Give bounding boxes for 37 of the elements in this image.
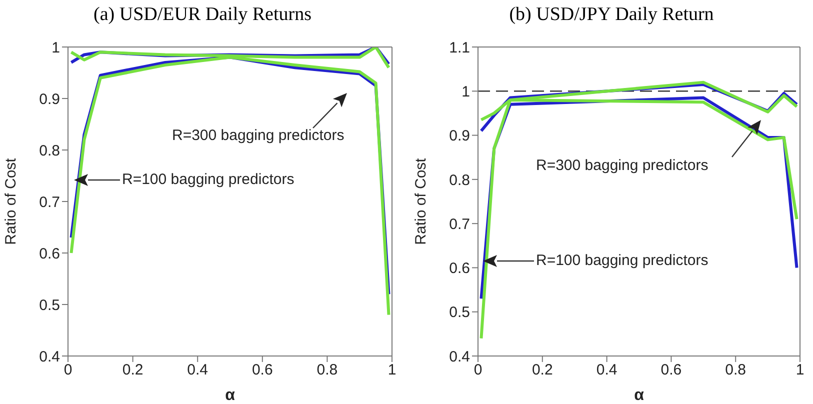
y-tick-label: 0.8 [39, 142, 60, 160]
y-axis-title: Ratio of Cost [2, 157, 20, 245]
y-tick-label: 0.5 [449, 304, 470, 322]
x-axis-title: α [634, 387, 644, 404]
y-tick-label: 1 [52, 39, 60, 56]
chart-title: (a) USD/EUR Daily Returns [92, 4, 312, 26]
x-tick-label: 0.2 [122, 362, 144, 379]
x-tick-label: 0 [64, 362, 72, 379]
y-tick-label: 0.4 [449, 348, 470, 366]
y-tick-label: 0.9 [449, 128, 470, 145]
y-tick-label: 0.9 [39, 90, 60, 108]
annotation: R=100 bagging predictors [122, 171, 294, 188]
chart-title: (b) USD/JPY Daily Return [508, 4, 715, 26]
y-tick-label: 0.7 [39, 194, 60, 211]
y-tick-label: 1 [462, 83, 470, 100]
y-tick-label: 0.6 [39, 245, 60, 262]
x-tick-label: 0.6 [252, 362, 273, 379]
x-tick-label: 0.4 [596, 362, 618, 379]
x-tick-label: 0.2 [532, 362, 553, 379]
y-tick-label: 0.8 [449, 172, 470, 189]
annotation: R=300 bagging predictors [172, 127, 344, 144]
x-tick-label: 1 [796, 362, 804, 379]
x-tick-label: 0.8 [316, 362, 338, 379]
x-tick-label: 0.6 [660, 362, 682, 379]
y-tick-label: 0.5 [39, 296, 60, 314]
y-tick-label: 1.1 [449, 39, 470, 56]
x-tick-label: 0.8 [725, 362, 746, 379]
y-axis-title: Ratio of Cost [412, 157, 430, 245]
x-tick-label: 0.4 [187, 362, 208, 379]
x-tick-label: 1 [388, 362, 396, 379]
y-tick-label: 0.6 [449, 260, 470, 278]
annotation: R=300 bagging predictors [536, 157, 708, 174]
annotation: R=100 bagging predictors [536, 252, 708, 269]
x-axis-title: α [225, 387, 236, 404]
y-tick-label: 0.7 [449, 216, 470, 233]
x-tick-label: 0 [474, 362, 482, 379]
y-tick-label: 0.4 [39, 348, 60, 366]
